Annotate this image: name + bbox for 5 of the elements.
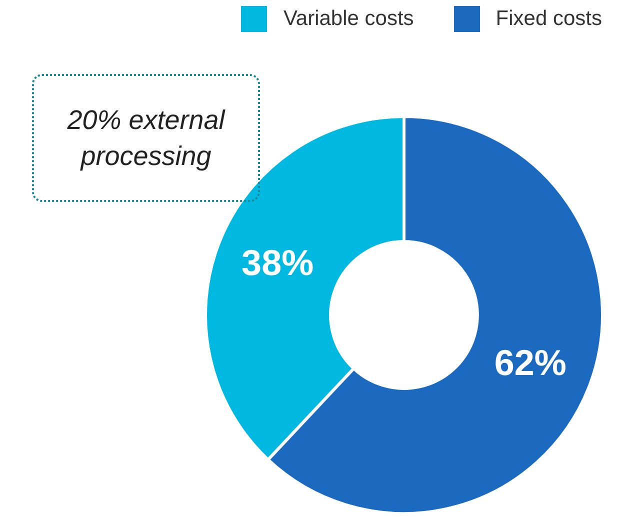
legend-label: Fixed costs bbox=[496, 7, 602, 31]
data-label: 62% bbox=[494, 342, 566, 383]
data-label: 38% bbox=[242, 242, 314, 283]
callout-box: 20% external processing bbox=[32, 74, 260, 202]
legend-label: Variable costs bbox=[283, 7, 414, 31]
